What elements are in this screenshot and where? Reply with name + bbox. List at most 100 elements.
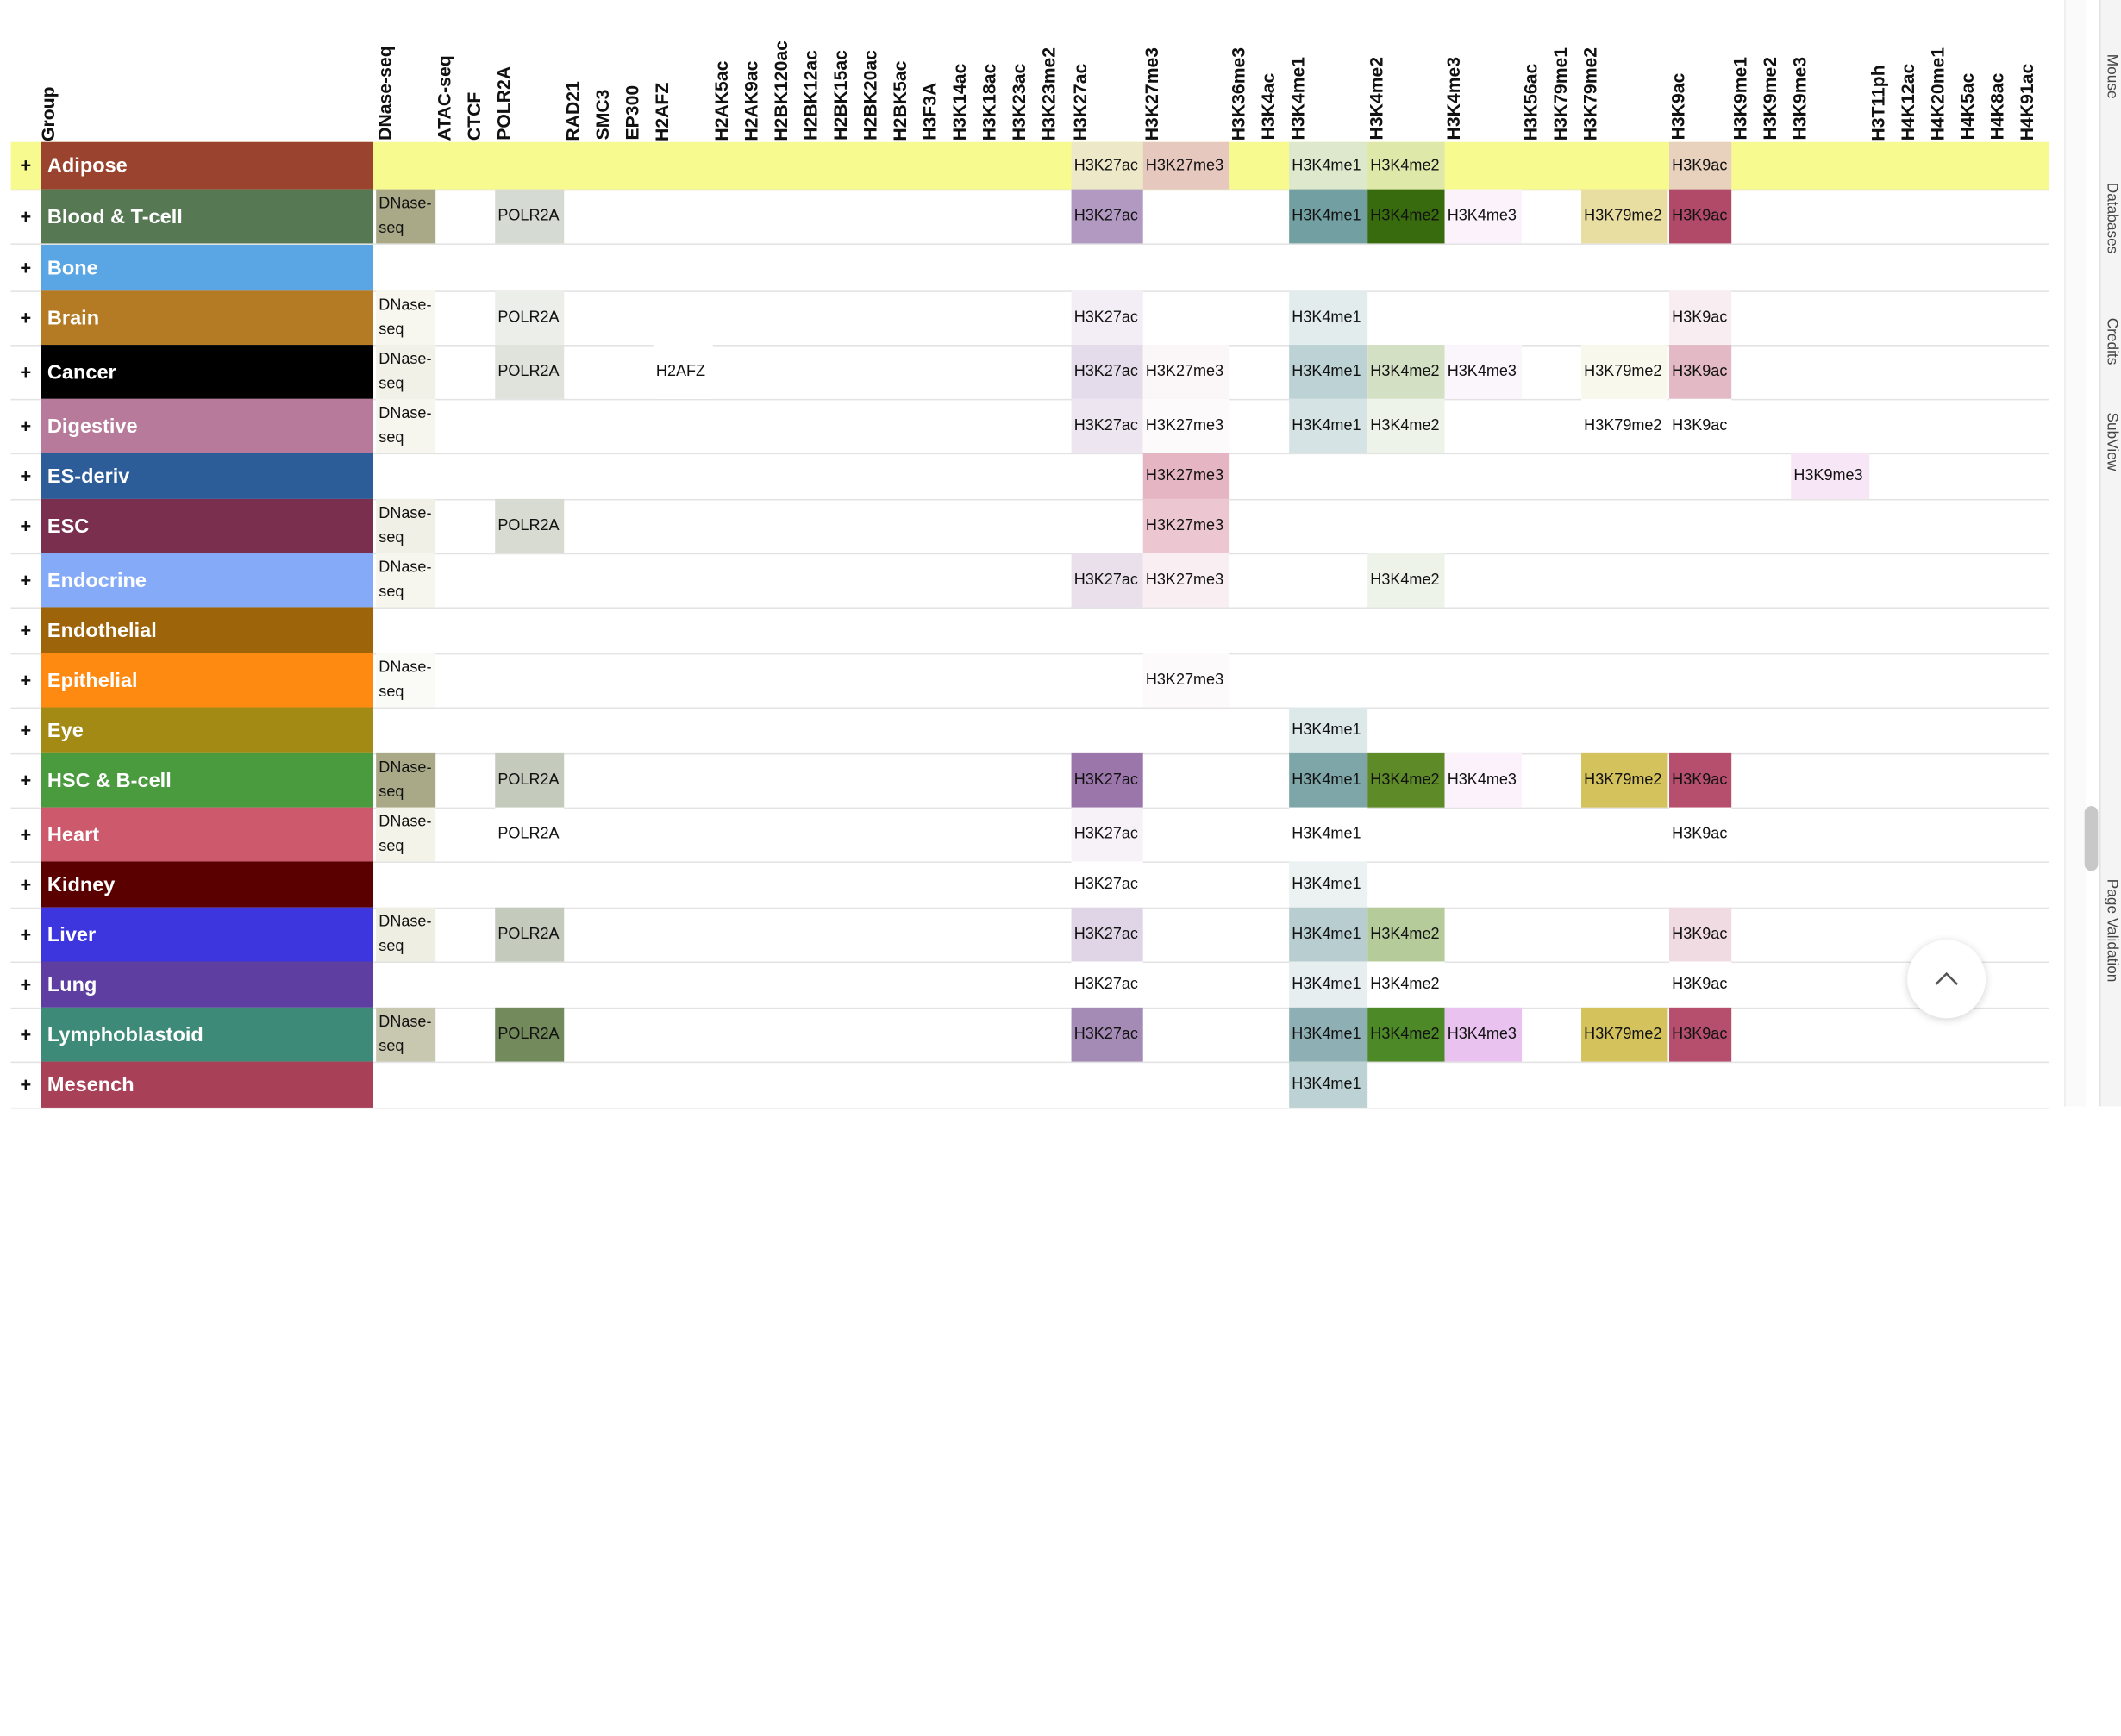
table-row[interactable]: + Epithelial DNase-seq H3K27me3 xyxy=(10,653,2049,709)
table-row[interactable]: + Lung H3K27ac H3K4me1 H3K4me2 H3K9ac xyxy=(10,961,2049,1009)
assay-cell-h3k27ac[interactable]: H3K27ac xyxy=(1071,290,1143,346)
group-name-cell[interactable]: Lung xyxy=(41,961,374,1008)
group-name-cell[interactable]: Digestive xyxy=(41,398,374,453)
column-header-h2bk20ac[interactable]: H2BK20ac xyxy=(860,0,881,141)
column-header-h3t11ph[interactable]: H3T11ph xyxy=(1868,0,1889,141)
assay-cell-dnase-seq[interactable]: DNase-seq xyxy=(376,553,436,608)
group-name-cell[interactable]: ESC xyxy=(41,498,374,553)
assay-cell-h3k27me3[interactable]: H3K27me3 xyxy=(1142,498,1230,553)
assay-cell-h3k27ac[interactable]: H3K27ac xyxy=(1071,553,1143,608)
column-header-h3k79me2[interactable]: H3K79me2 xyxy=(1580,0,1600,141)
group-name-cell[interactable]: Kidney xyxy=(41,861,374,908)
assay-cell-h3k4me1[interactable]: H3K4me1 xyxy=(1289,189,1368,244)
side-tab-label[interactable]: Databases xyxy=(2103,182,2120,254)
assay-cell-polr2a[interactable]: POLR2A xyxy=(495,290,565,346)
assay-cell-h3k27me3[interactable]: H3K27me3 xyxy=(1142,345,1230,399)
table-row[interactable]: + Bone xyxy=(10,244,2049,292)
column-header-h3k27ac[interactable]: H3K27ac xyxy=(1070,0,1091,141)
assay-cell-h3k9ac[interactable]: H3K9ac xyxy=(1669,141,1732,190)
table-row[interactable]: + ES-deriv H3K27me3 H3K9me3 xyxy=(10,453,2049,501)
column-header-h3k56ac[interactable]: H3K56ac xyxy=(1520,0,1541,141)
group-name-cell[interactable]: ES-deriv xyxy=(41,453,374,499)
expand-row-button[interactable]: + xyxy=(20,923,32,946)
side-tab-label[interactable]: Page Validation xyxy=(2103,878,2120,983)
group-name-cell[interactable]: Heart xyxy=(41,807,374,862)
column-header-h3k4me3[interactable]: H3K4me3 xyxy=(1443,0,1464,141)
assay-cell-h3k27me3[interactable]: H3K27me3 xyxy=(1142,553,1230,608)
assay-cell-polr2a[interactable]: POLR2A xyxy=(495,345,565,399)
assay-cell-h3k4me3[interactable]: H3K4me3 xyxy=(1444,345,1523,399)
assay-cell-h3k4me1[interactable]: H3K4me1 xyxy=(1289,907,1368,962)
assay-cell-h3k4me1[interactable]: H3K4me1 xyxy=(1289,141,1368,190)
side-tab-label[interactable]: Mouse xyxy=(2103,53,2120,99)
column-header-h3k4me1[interactable]: H3K4me1 xyxy=(1288,0,1309,141)
assay-cell-h3k4me2[interactable]: H3K4me2 xyxy=(1367,189,1445,244)
assay-cell-h3k4me2[interactable]: H3K4me2 xyxy=(1367,907,1445,962)
assay-cell-h3k9ac[interactable]: H3K9ac xyxy=(1669,752,1732,808)
column-header-h3k9me2[interactable]: H3K9me2 xyxy=(1760,0,1780,141)
assay-cell-h3k27ac[interactable]: H3K27ac xyxy=(1071,345,1143,399)
group-name-cell[interactable]: Lymphoblastoid xyxy=(41,1007,374,1062)
table-row[interactable]: + Brain DNase-seq POLR2A H3K27ac H3K4me1 H3K9a… xyxy=(10,290,2049,347)
column-header-h3k9me1[interactable]: H3K9me1 xyxy=(1730,0,1751,141)
expand-row-button[interactable]: + xyxy=(20,515,32,537)
scrollbar-track[interactable] xyxy=(2064,0,2087,1107)
column-header-h2ak9ac[interactable]: H2AK9ac xyxy=(741,0,762,141)
column-header-h3k23ac[interactable]: H3K23ac xyxy=(1009,0,1029,141)
assay-cell-h3k4me3[interactable]: H3K4me3 xyxy=(1444,189,1523,244)
assay-cell-h3k4me3[interactable]: H3K4me3 xyxy=(1444,1007,1523,1062)
assay-cell-h3k27ac[interactable]: H3K27ac xyxy=(1071,861,1143,908)
scrollbar-thumb[interactable] xyxy=(2084,806,2099,871)
group-name-cell[interactable]: Blood & T-cell xyxy=(41,189,374,244)
assay-cell-h3k27ac[interactable]: H3K27ac xyxy=(1071,807,1143,862)
assay-cell-h3k9me3[interactable]: H3K9me3 xyxy=(1791,453,1870,499)
expand-row-button[interactable]: + xyxy=(20,465,32,487)
expand-row-button[interactable]: + xyxy=(20,973,32,996)
assay-cell-h3k79me2[interactable]: H3K79me2 xyxy=(1581,1007,1668,1062)
assay-cell-h3k79me2[interactable]: H3K79me2 xyxy=(1581,398,1668,453)
assay-cell-h3k4me2[interactable]: H3K4me2 xyxy=(1367,398,1445,453)
column-header-h2ak5ac[interactable]: H2AK5ac xyxy=(711,0,732,141)
assay-cell-h3k9ac[interactable]: H3K9ac xyxy=(1669,1007,1732,1062)
assay-cell-h3k4me2[interactable]: H3K4me2 xyxy=(1367,1007,1445,1062)
group-name-cell[interactable]: Eye xyxy=(41,707,374,753)
table-row[interactable]: + ESC DNase-seq POLR2A H3K27me3 xyxy=(10,498,2049,555)
column-header-dnase-seq[interactable]: DNase-seq xyxy=(375,0,396,141)
assay-cell-polr2a[interactable]: POLR2A xyxy=(495,752,565,808)
expand-row-button[interactable]: + xyxy=(20,307,32,329)
column-header-h4k5ac[interactable]: H4K5ac xyxy=(1957,0,1978,141)
assay-cell-h3k4me1[interactable]: H3K4me1 xyxy=(1289,807,1368,862)
assay-cell-dnase-seq[interactable]: DNase-seq xyxy=(376,290,436,346)
assay-cell-h3k4me1[interactable]: H3K4me1 xyxy=(1289,961,1368,1008)
table-row[interactable]: + Liver DNase-seq POLR2A H3K27ac H3K4me1 H3K4m… xyxy=(10,907,2049,964)
assay-cell-h3k27me3[interactable]: H3K27me3 xyxy=(1142,141,1230,190)
assay-cell-dnase-seq[interactable]: DNase-seq xyxy=(376,752,436,808)
assay-cell-h3k27ac[interactable]: H3K27ac xyxy=(1071,961,1143,1008)
assay-cell-h3k27ac[interactable]: H3K27ac xyxy=(1071,1007,1143,1062)
table-row[interactable]: + Endothelial xyxy=(10,607,2049,655)
table-row[interactable]: + Blood & T-cell DNase-seq POLR2A H3K27ac H3K… xyxy=(10,189,2049,245)
column-header-h3k36me3[interactable]: H3K36me3 xyxy=(1229,0,1249,141)
column-header-h2bk12ac[interactable]: H2BK12ac xyxy=(801,0,822,141)
assay-cell-h2afz[interactable]: H2AFZ xyxy=(653,345,713,399)
column-header-h3k9ac[interactable]: H3K9ac xyxy=(1667,0,1688,141)
assay-cell-dnase-seq[interactable]: DNase-seq xyxy=(376,398,436,453)
group-name-cell[interactable]: Brain xyxy=(41,290,374,346)
expand-row-button[interactable]: + xyxy=(20,669,32,691)
assay-cell-h3k79me2[interactable]: H3K79me2 xyxy=(1581,189,1668,244)
assay-cell-h3k9ac[interactable]: H3K9ac xyxy=(1669,961,1732,1008)
table-row[interactable]: + Heart DNase-seq POLR2A H3K27ac H3K4me1 H3K9a… xyxy=(10,807,2049,863)
expand-row-button[interactable]: + xyxy=(20,415,32,437)
group-name-cell[interactable]: Cancer xyxy=(41,345,374,399)
table-row[interactable]: + HSC & B-cell DNase-seq POLR2A H3K27ac H3K4m… xyxy=(10,752,2049,809)
assay-cell-h3k27ac[interactable]: H3K27ac xyxy=(1071,398,1143,453)
column-header-h3k4ac[interactable]: H3K4ac xyxy=(1258,0,1279,141)
expand-row-button[interactable]: + xyxy=(20,719,32,741)
assay-cell-polr2a[interactable]: POLR2A xyxy=(495,189,565,244)
column-header-atac-seq[interactable]: ATAC-seq xyxy=(435,0,455,141)
group-name-cell[interactable]: HSC & B-cell xyxy=(41,752,374,808)
side-tab-label[interactable]: Credits xyxy=(2103,317,2120,365)
assay-cell-h3k4me2[interactable]: H3K4me2 xyxy=(1367,961,1445,1008)
side-panel-strip[interactable]: Mouse Databases Credits SubView Page Validat… xyxy=(2099,0,2121,1107)
column-header-h3k9me3[interactable]: H3K9me3 xyxy=(1790,0,1811,141)
